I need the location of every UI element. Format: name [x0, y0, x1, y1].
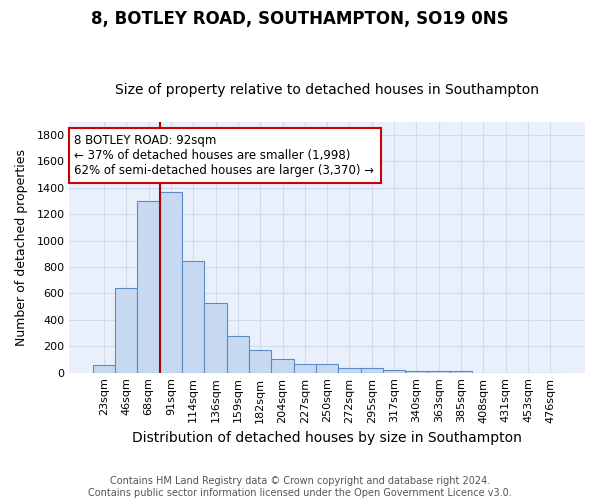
X-axis label: Distribution of detached houses by size in Southampton: Distribution of detached houses by size … — [132, 431, 522, 445]
Bar — [182, 261, 205, 372]
Bar — [249, 350, 271, 372]
Text: Contains HM Land Registry data © Crown copyright and database right 2024.
Contai: Contains HM Land Registry data © Crown c… — [88, 476, 512, 498]
Bar — [383, 370, 405, 372]
Bar — [115, 288, 137, 372]
Bar — [93, 366, 115, 372]
Bar — [160, 192, 182, 372]
Bar — [338, 368, 361, 372]
Bar — [137, 201, 160, 372]
Bar — [361, 368, 383, 372]
Title: Size of property relative to detached houses in Southampton: Size of property relative to detached ho… — [115, 83, 539, 97]
Bar — [205, 304, 227, 372]
Bar — [316, 364, 338, 372]
Bar — [271, 359, 293, 372]
Bar — [450, 371, 472, 372]
Bar — [227, 336, 249, 372]
Text: 8, BOTLEY ROAD, SOUTHAMPTON, SO19 0NS: 8, BOTLEY ROAD, SOUTHAMPTON, SO19 0NS — [91, 10, 509, 28]
Bar — [293, 364, 316, 372]
Y-axis label: Number of detached properties: Number of detached properties — [15, 148, 28, 346]
Text: 8 BOTLEY ROAD: 92sqm
← 37% of detached houses are smaller (1,998)
62% of semi-de: 8 BOTLEY ROAD: 92sqm ← 37% of detached h… — [74, 134, 374, 178]
